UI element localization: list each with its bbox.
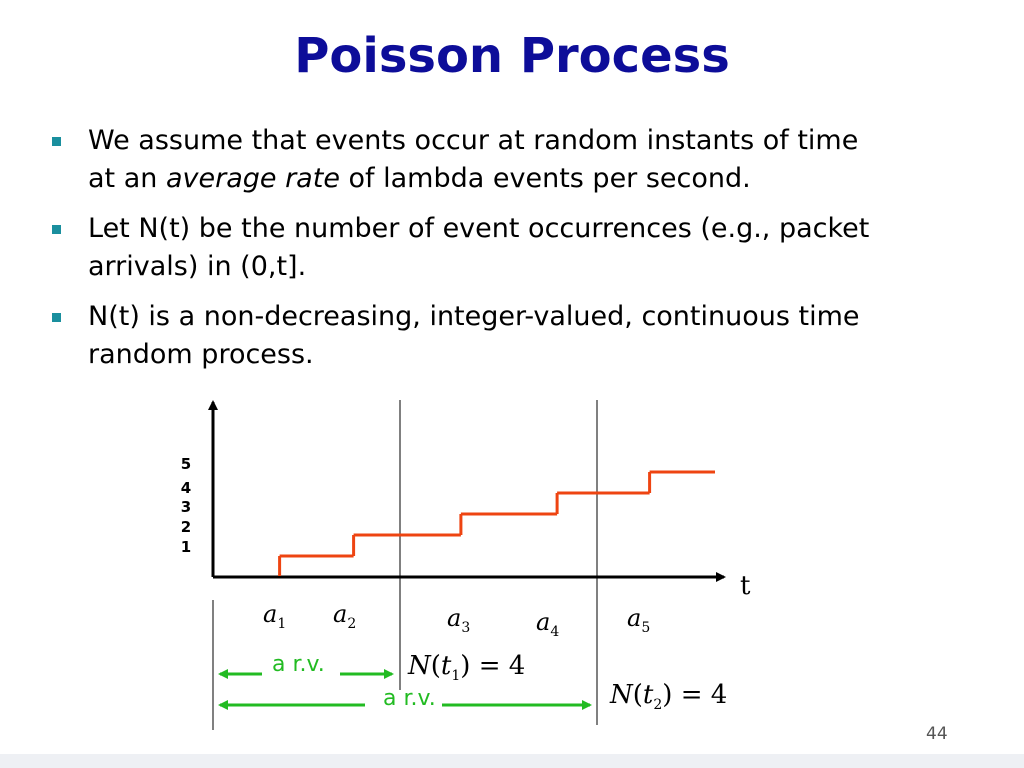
arrival-label-a1: a1: [263, 600, 286, 632]
bullet-line: at an average rate of lambda events per …: [88, 160, 982, 198]
equation-n-t2: N(t2) = 4: [610, 680, 727, 713]
arrival-symbol: a: [447, 604, 462, 632]
eq-symbol: t: [440, 651, 452, 681]
footer-strip: [0, 754, 1024, 768]
eq-text: ) = 4: [662, 680, 728, 710]
square-bullet-icon: [52, 313, 61, 322]
eq-text: (: [430, 651, 441, 681]
arrival-index: 3: [461, 619, 471, 636]
arrival-label-a2: a2: [333, 600, 356, 632]
page-number: 44: [926, 724, 948, 744]
emphasis-text: average rate: [165, 163, 340, 194]
arrival-index: 2: [347, 615, 357, 632]
arrival-symbol: a: [536, 608, 551, 636]
arrival-label-a5: a5: [627, 604, 650, 636]
bullet-text: of lambda events per second.: [339, 163, 751, 194]
bullet-item: Let N(t) be the number of event occurren…: [52, 210, 982, 286]
bullet-line: We assume that events occur at random in…: [88, 125, 859, 156]
eq-subscript: 1: [451, 668, 461, 685]
arrival-symbol: a: [263, 600, 278, 628]
bullet-item: N(t) is a non-decreasing, integer-valued…: [52, 298, 982, 374]
bullet-line: N(t) is a non-decreasing, integer-valued…: [88, 301, 860, 332]
eq-symbol: N: [408, 651, 431, 681]
eq-symbol: N: [610, 680, 633, 710]
rv-label-1: a r.v.: [272, 652, 325, 677]
y-tick-label: 1: [180, 538, 192, 556]
step-function: [278, 470, 715, 576]
bullet-line: random process.: [88, 339, 314, 370]
equation-n-t1: N(t1) = 4: [408, 651, 525, 684]
bullet-text: at an: [88, 163, 166, 194]
arrival-label-a4: a4: [536, 608, 559, 640]
bullet-line: arrivals) in (0,t].: [88, 251, 307, 282]
y-tick-label: 2: [180, 518, 192, 536]
square-bullet-icon: [52, 225, 61, 234]
arrival-symbol: a: [333, 600, 348, 628]
square-bullet-icon: [52, 137, 61, 146]
eq-text: ) = 4: [460, 651, 526, 681]
arrival-index: 4: [550, 623, 560, 640]
y-tick-label: 5: [180, 455, 192, 473]
eq-text: (: [632, 680, 643, 710]
t-axis-label: t: [740, 571, 751, 601]
arrival-label-a3: a3: [447, 604, 470, 636]
bullet-line: Let N(t) be the number of event occurren…: [88, 213, 870, 244]
eq-subscript: 2: [653, 697, 663, 714]
rv-label-2: a r.v.: [383, 686, 436, 711]
arrival-index: 5: [641, 619, 651, 636]
bullet-item: We assume that events occur at random in…: [52, 122, 982, 198]
arrival-symbol: a: [627, 604, 642, 632]
bullet-list: We assume that events occur at random in…: [52, 122, 982, 386]
arrival-index: 1: [277, 615, 287, 632]
slide-title: Poisson Process: [294, 28, 730, 84]
y-tick-label: 4: [180, 479, 192, 497]
y-tick-label: 3: [180, 498, 192, 516]
eq-symbol: t: [642, 680, 654, 710]
